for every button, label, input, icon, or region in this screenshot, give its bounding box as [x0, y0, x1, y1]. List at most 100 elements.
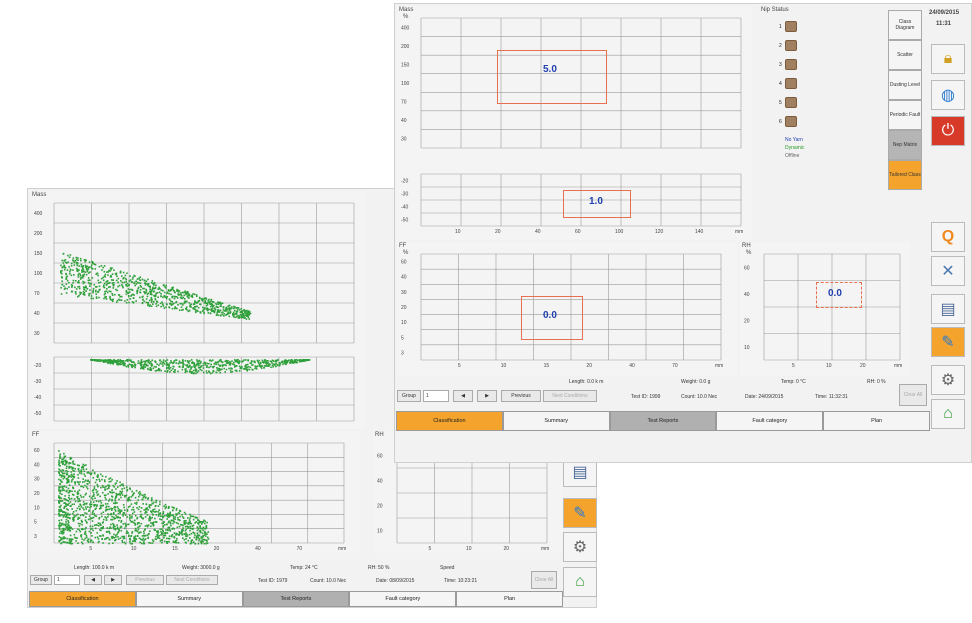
back-edit-icon[interactable]: ✎	[563, 498, 597, 528]
back-group-input[interactable]: 1	[54, 575, 80, 585]
x-tick-label: 10	[131, 546, 137, 552]
back-neg-chart: -20 -30 -40 -50	[30, 349, 366, 429]
edit-icon[interactable]: ✎	[931, 327, 965, 357]
back-settings-icon[interactable]: ⚙	[563, 532, 597, 562]
front-mass-highlight-box[interactable]	[497, 50, 607, 104]
back-tab-summary[interactable]: Summary	[135, 591, 243, 607]
x-tick-label: 20	[495, 229, 501, 235]
front-next-conditions-button[interactable]: Next Conditions	[543, 390, 597, 402]
x-tick-label: 5	[458, 363, 461, 369]
nip-icon-3[interactable]	[785, 59, 797, 70]
x-tick-label: 60	[575, 229, 581, 235]
back-tab-bar: Classification Summary Test Reports Faul…	[29, 591, 563, 607]
nip-icon-4[interactable]	[785, 78, 797, 89]
class-diagram-button[interactable]: Class Diagram	[888, 10, 922, 40]
back-next-arrow[interactable]: ▶	[104, 575, 122, 585]
y-tick-label: -20	[401, 179, 408, 185]
nip-label-6: 6	[779, 119, 782, 125]
nip-icon-2[interactable]	[785, 40, 797, 51]
y-tick-label: 100	[401, 81, 410, 87]
front-group-label: Group	[397, 390, 421, 402]
tailored-class-button[interactable]: Tailored Class	[888, 160, 922, 190]
front-tab-test-reports[interactable]: Test Reports	[609, 411, 717, 431]
x-tick-label: 10	[501, 363, 507, 369]
x-tick-label: 20	[860, 363, 866, 369]
y-tick-label: 40	[401, 118, 407, 124]
back-next-conditions-button[interactable]: Next Conditions	[166, 575, 218, 585]
back-mass-chart: Mass 400 200 150 100 70 40 30	[30, 191, 366, 349]
x-tick-label: 10	[466, 546, 472, 552]
x-tick-label: 40	[629, 363, 635, 369]
front-group-input[interactable]: 1	[423, 390, 449, 402]
front-previous-button[interactable]: Previous	[501, 390, 541, 402]
back-test-id: Test ID: 1979	[258, 578, 288, 584]
front-next-arrow[interactable]: ▶	[477, 390, 497, 402]
front-rh-unit: %	[746, 250, 752, 256]
front-neg-highlight-box[interactable]	[563, 190, 631, 218]
nep-matrix-button[interactable]: Nep Matrix	[888, 130, 922, 160]
front-tab-fault-category[interactable]: Fault category	[716, 411, 824, 431]
back-prev-arrow[interactable]: ◀	[84, 575, 102, 585]
front-rh-highlight-box[interactable]	[816, 282, 862, 308]
legend-no-yarn: No Yarn	[785, 137, 803, 143]
front-ff-highlight-box[interactable]	[521, 296, 583, 340]
power-icon[interactable]: ⏻	[931, 116, 965, 146]
back-temp: Temp: 24 °C	[290, 565, 318, 571]
nip-icon-1[interactable]	[785, 21, 797, 32]
printer-icon[interactable]: ▤	[931, 294, 965, 324]
nip-label-4: 4	[779, 81, 782, 87]
back-previous-button[interactable]: Previous	[126, 575, 164, 585]
front-test-id: Test ID: 1999	[631, 394, 661, 400]
x-tick-label: 70	[297, 546, 303, 552]
back-mass-label: Mass	[32, 192, 47, 198]
y-tick-label: 10	[401, 320, 407, 326]
tools-icon[interactable]: ✕	[931, 256, 965, 286]
scatter-button[interactable]: Scatter	[888, 40, 922, 70]
nip-status-title: Nip Status	[761, 7, 789, 13]
home-icon[interactable]: ⌂	[931, 399, 965, 429]
dusting-level-button[interactable]: Dusting Level	[888, 70, 922, 100]
front-window: Mass % 400 200 150 100 70 40 30 5.0 -20 -30 -40-…	[394, 3, 972, 463]
x-tick-label: mm	[894, 363, 902, 369]
front-prev-arrow[interactable]: ◀	[453, 390, 473, 402]
back-tab-fault-category[interactable]: Fault category	[349, 591, 457, 607]
front-weight: Weight: 0.0 g	[681, 379, 711, 385]
back-rh-label: RH	[375, 432, 384, 438]
x-tick-label: 20	[214, 546, 220, 552]
back-home-icon[interactable]: ⌂	[563, 567, 597, 597]
back-length: Length: 100.0 k m	[74, 565, 115, 571]
nip-icon-5[interactable]	[785, 97, 797, 108]
back-tab-plan[interactable]: Plan	[456, 591, 563, 607]
back-group-label: Group	[30, 575, 52, 585]
x-tick-label: 10	[455, 229, 461, 235]
lock-icon[interactable]: 🔒︎	[931, 44, 965, 74]
nip-label-3: 3	[779, 62, 782, 68]
y-tick-label: 30	[34, 477, 40, 483]
y-tick-label: 10	[377, 529, 383, 535]
front-clear-button[interactable]: Clear All	[899, 384, 927, 406]
header-time: 11:31	[936, 21, 952, 27]
x-tick-label: 100	[615, 229, 624, 235]
front-tab-classification[interactable]: Classification	[396, 411, 503, 431]
globe-icon[interactable]: ◍	[931, 80, 965, 110]
back-tab-test-reports[interactable]: Test Reports	[242, 591, 350, 607]
back-tab-classification[interactable]: Classification	[29, 591, 136, 607]
settings-icon[interactable]: ⚙	[931, 365, 965, 395]
x-tick-label: 5	[792, 363, 795, 369]
y-tick-label: 40	[34, 462, 40, 468]
x-tick-label: 10	[826, 363, 832, 369]
q-icon[interactable]: Q	[931, 222, 965, 252]
y-tick-label: 20	[401, 305, 407, 311]
front-ff-chart: FF % 60 40 30 20 10 5 3 5 10 15 20 40 70 mm 0.0	[397, 242, 737, 376]
front-length: Length: 0.0 k m	[569, 379, 604, 385]
y-tick-label: 200	[401, 44, 410, 50]
y-tick-label: 60	[744, 265, 750, 271]
nip-icon-6[interactable]	[785, 116, 797, 127]
y-tick-label: 100	[34, 271, 43, 277]
front-tab-plan[interactable]: Plan	[823, 411, 930, 431]
front-ff-unit: %	[403, 250, 409, 256]
back-clear-button[interactable]: Clear All	[531, 571, 557, 589]
periodic-fault-button[interactable]: Periodic Fault	[888, 100, 922, 130]
front-tab-summary[interactable]: Summary	[502, 411, 610, 431]
mass-scatter-cloud	[60, 252, 252, 320]
